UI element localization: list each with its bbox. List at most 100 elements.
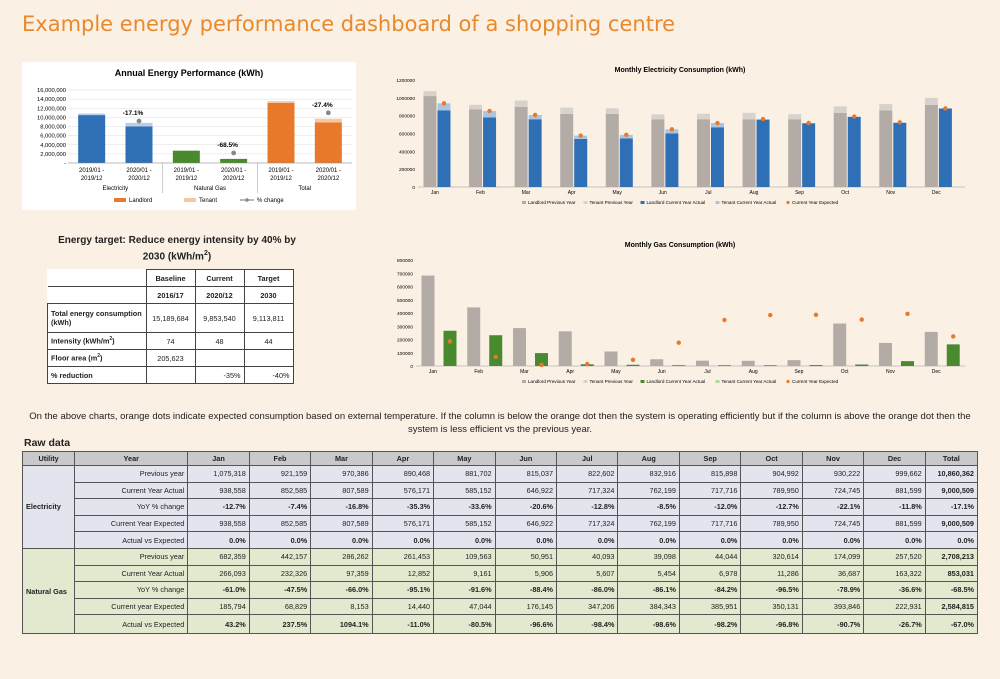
x-tick-label: Feb	[476, 190, 485, 196]
bar-landlord-prev	[741, 360, 755, 366]
table-cell: 0.0%	[617, 531, 680, 549]
table-cell: 10,860,362	[924, 465, 979, 483]
x-tick-label: Oct	[841, 190, 849, 196]
bar-tenant-current	[483, 111, 497, 118]
table-cell: 222,931	[863, 597, 926, 616]
x-tick-label: Jan	[431, 190, 439, 196]
legend-swatch	[715, 201, 720, 204]
bar-tenant-prev	[879, 104, 893, 111]
bar-landlord-current	[672, 365, 686, 366]
bar-tenant-prev	[924, 97, 938, 105]
bar-landlord-prev	[514, 106, 528, 187]
legend-label: Landlord Previous Year	[528, 200, 576, 205]
table-cell: 442,157	[248, 547, 312, 566]
table-cell: -33.6%	[433, 498, 496, 516]
chart-title: Monthly Electricity Consumption (kWh)	[615, 67, 746, 74]
bar-landlord-prev	[421, 275, 435, 366]
table-cell: 646,922	[494, 514, 558, 533]
legend-swatch	[786, 379, 790, 384]
target-subheader: 2020/12	[194, 286, 245, 304]
table-cell: -61.0%	[187, 581, 250, 599]
y-tick-label: 300000	[397, 324, 413, 330]
table-row: YoY % change -61.0% -47.5% -66.0% -95.1% -91.…	[23, 581, 979, 599]
legend-swatch	[522, 380, 526, 383]
expected-point	[852, 114, 857, 119]
table-cell: 47,044	[433, 597, 496, 616]
x-tick-label: 2019/12	[81, 176, 103, 182]
table-cell: 0.0%	[740, 531, 803, 549]
bar-landlord-prev	[924, 331, 938, 366]
x-tick-label: 2020/12	[128, 176, 150, 182]
x-tick-label: Aug	[749, 190, 758, 196]
table-cell: -35.3%	[371, 498, 435, 516]
electricity-chart: Monthly Electricity Consumption (kWh) 0 20…	[396, 67, 965, 205]
table-cell: 40,093	[556, 547, 619, 566]
expected-point	[813, 312, 819, 318]
table-row: Actual vs Expected 0.0% 0.0% 0.0% 0.0% 0.0% 0.…	[23, 531, 979, 549]
y-tick-label: 100000	[397, 351, 413, 357]
bar-landlord-prev	[787, 360, 801, 366]
y-tick-label: -	[64, 161, 66, 167]
table-cell: 0.0%	[556, 531, 619, 549]
table-cell: 881,599	[863, 514, 926, 533]
bar-landlord-prev	[788, 119, 802, 187]
table-cell: 717,324	[556, 514, 619, 533]
table-cell: 815,037	[494, 465, 558, 483]
bar-landlord-current	[717, 365, 731, 366]
bar-landlord-current	[946, 344, 960, 366]
table-cell: 350,131	[740, 597, 803, 616]
table-cell: 921,159	[248, 465, 312, 483]
table-cell: -16.8%	[310, 498, 373, 516]
bar-landlord-prev	[924, 104, 938, 187]
table-cell: -67.0%	[924, 614, 979, 635]
x-tick-label: 2019/12	[175, 176, 197, 182]
legend-label: Landlord Previous Year	[528, 379, 576, 384]
bar-landlord-current	[938, 108, 952, 187]
bar-landlord-prev	[696, 119, 710, 187]
table-cell: 904,992	[740, 465, 803, 483]
target-row: Total energy consumption (kWh) 15,189,68…	[47, 303, 294, 333]
column-header: Year	[74, 451, 189, 466]
x-tick-label: Jul	[704, 369, 710, 375]
legend-swatch	[640, 380, 645, 383]
y-tick-label: 1000000	[396, 96, 415, 102]
table-cell: 97,359	[310, 564, 373, 583]
bar-landlord-current	[574, 138, 588, 187]
row-label: Actual vs Expected	[74, 531, 189, 549]
legend-label: Landlord	[129, 198, 152, 204]
bar-landlord-prev	[423, 96, 437, 187]
bar-landlord	[172, 150, 200, 163]
x-tick-label: Jul	[705, 190, 711, 196]
y-tick-label: 400000	[397, 311, 413, 317]
legend-label: Tenant Previous Year	[590, 379, 634, 384]
legend-label: Landlord Current Year Actual	[647, 379, 706, 384]
row-label: Current Year Actual	[74, 564, 189, 583]
table-cell: 930,222	[801, 465, 865, 483]
chart-title: Monthly Gas Consumption (kWh)	[625, 242, 735, 249]
expected-point	[806, 120, 811, 126]
bar-tenant	[314, 118, 342, 123]
expected-point	[493, 354, 498, 360]
target-row: Floor area (m2) 205,623	[47, 349, 294, 367]
group-label: Total	[298, 186, 311, 192]
y-tick-label: 10,000,000	[37, 115, 66, 121]
table-cell: 232,326	[248, 564, 312, 583]
bar-tenant-prev	[788, 114, 802, 120]
table-cell: -7.4%	[248, 498, 312, 516]
bar-landlord-prev	[512, 328, 526, 366]
table-cell: 724,745	[801, 481, 865, 500]
column-header: Sep	[678, 451, 742, 466]
table-cell: -98.4%	[556, 614, 619, 635]
bar-landlord-current	[665, 133, 679, 187]
table-cell: 585,152	[433, 514, 496, 533]
x-tick-label: 2020/01 -	[316, 168, 341, 174]
table-cell: 109,563	[433, 547, 496, 566]
table-cell: 881,599	[863, 481, 926, 500]
table-cell: -12.8%	[556, 498, 619, 516]
annual-chart: Annual Energy Performance (kWh) - 2,000,00…	[37, 68, 352, 204]
table-cell: 257,520	[863, 547, 926, 566]
expected-point	[905, 311, 910, 317]
table-cell: -80.5%	[433, 614, 496, 635]
legend-label: Current Year Expected	[792, 200, 839, 205]
gas-chart-panel: Monthly Gas Consumption (kWh) 0 100000 2000…	[370, 236, 980, 388]
